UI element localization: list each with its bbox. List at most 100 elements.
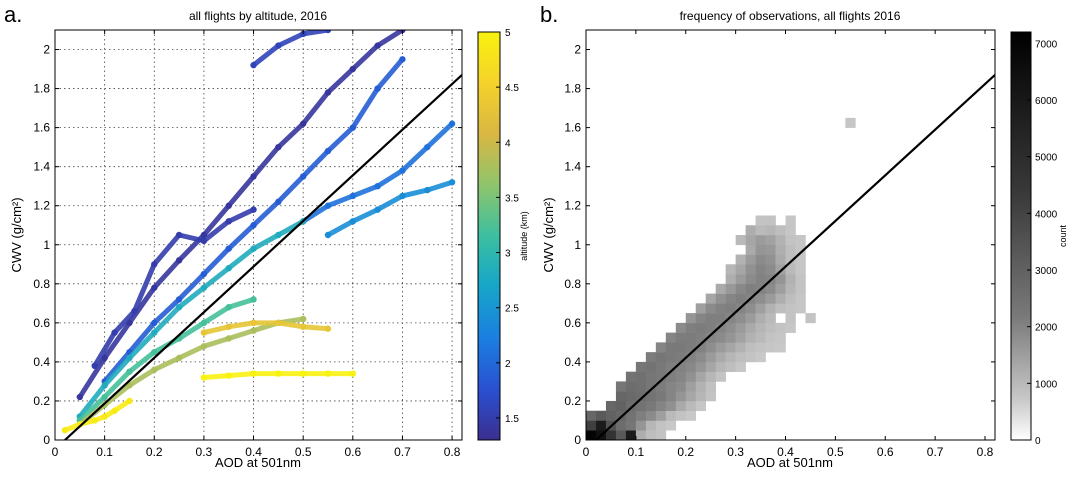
heatmap-cell [686, 401, 696, 411]
heatmap-cell [766, 333, 776, 343]
data-point [424, 144, 430, 150]
data-point [176, 257, 182, 263]
panel-a-plot: 0 0.1 0.2 0.3 0.4 0.5 0.6 0.7 0.800.20.40.60.811… [9, 27, 529, 470]
panel-a-title: all flights by altitude, 2016 [189, 9, 327, 23]
data-point [226, 372, 232, 378]
data-point [325, 370, 331, 376]
heatmap-cell [636, 372, 646, 382]
panel-b-ytick-label: 1 [574, 238, 581, 252]
count-colorbar-tick-label: 1000 [1035, 379, 1058, 390]
data-point [300, 121, 306, 127]
heatmap-cell [795, 264, 805, 274]
altitude-colorbar-tick-label: 3.5 [505, 193, 519, 204]
heatmap-cell [706, 303, 716, 313]
panel-b-xtick-label: 0.3 [727, 445, 744, 459]
data-point [275, 144, 281, 150]
heatmap-cell [676, 391, 686, 401]
data-point [126, 355, 132, 361]
heatmap-cell [746, 284, 756, 294]
data-point [449, 179, 455, 185]
heatmap-cell [756, 225, 766, 235]
heatmap-cell [676, 381, 686, 391]
heatmap-cell [716, 333, 726, 343]
heatmap-cell [786, 225, 796, 235]
heatmap-cell [756, 303, 766, 313]
heatmap-cell [686, 372, 696, 382]
heatmap-cell [786, 235, 796, 245]
data-point [101, 394, 107, 400]
panel-a-xtick-label: 0.7 [394, 445, 411, 459]
panel-b-ytick-label: 2 [574, 43, 581, 57]
heatmap-cell [606, 411, 616, 421]
heatmap-cell [746, 264, 756, 274]
heatmap-cell [746, 274, 756, 284]
heatmap-cell [786, 245, 796, 255]
panel-a-ytick-label: 1.4 [33, 160, 50, 174]
heatmap-cell [706, 372, 716, 382]
heatmap-cell [746, 333, 756, 343]
heatmap-cell [726, 333, 736, 343]
data-point [201, 374, 207, 380]
heatmap-cell [666, 391, 676, 401]
count-colorbar-tick-label: 0 [1035, 436, 1041, 447]
data-point [300, 173, 306, 179]
data-point [325, 203, 331, 209]
data-point [350, 370, 356, 376]
heatmap-cell [686, 411, 696, 421]
heatmap-cell [776, 294, 786, 304]
panel-b-ytick-label: 0.4 [564, 355, 581, 369]
data-point [275, 199, 281, 205]
heatmap-cell [756, 245, 766, 255]
heatmap-cell [646, 430, 656, 440]
altitude-colorbar-tick-label: 2.5 [505, 304, 519, 315]
data-point [325, 232, 331, 238]
data-point [151, 329, 157, 335]
heatmap-cell [686, 313, 696, 323]
heatmap-cell [776, 323, 786, 333]
heatmap-cell [766, 313, 776, 323]
heatmap-cell [726, 264, 736, 274]
count-colorbar [1011, 32, 1031, 440]
heatmap-cell [776, 235, 786, 245]
data-point [201, 343, 207, 349]
heatmap-cell [716, 372, 726, 382]
heatmap-cell [596, 411, 606, 421]
heatmap-cell [766, 303, 776, 313]
heatmap-cell [696, 401, 706, 411]
heatmap-cell [766, 294, 776, 304]
data-point [226, 218, 232, 224]
panel-a-ytick-label: 0.6 [33, 316, 50, 330]
data-point [350, 193, 356, 199]
heatmap-cell [606, 401, 616, 411]
heatmap-cell [845, 118, 855, 128]
heatmap-cell [706, 342, 716, 352]
heatmap-cell [666, 381, 676, 391]
panel-a-xtick-label: 0.8 [444, 445, 461, 459]
heatmap-cell [736, 255, 746, 265]
heatmap-cell [805, 313, 815, 323]
data-point [201, 329, 207, 335]
heatmap-cell [766, 284, 776, 294]
heatmap-cell [756, 333, 766, 343]
panel-b-ytick-label: 1.2 [564, 199, 581, 213]
data-point [92, 363, 98, 369]
panel-a-ytick-label: 1.2 [33, 199, 50, 213]
heatmap-cell [616, 420, 626, 430]
heatmap-cell [776, 255, 786, 265]
heatmap-cell [736, 352, 746, 362]
heatmap-cell [746, 225, 756, 235]
heatmap-cell [666, 333, 676, 343]
data-point [250, 173, 256, 179]
heatmap-cell [776, 303, 786, 313]
data-point [374, 42, 380, 48]
panel-b-plot: 0 0.1 0.2 0.3 0.4 0.5 0.6 0.7 0.800.20.40.60.811… [541, 30, 1068, 470]
heatmap-cell [686, 323, 696, 333]
heatmap-cell [686, 333, 696, 343]
panel-b-xtick-label: 0.7 [927, 445, 944, 459]
heatmap-cell [746, 323, 756, 333]
data-point [300, 324, 306, 330]
heatmap-cell [696, 391, 706, 401]
heatmap-cell [795, 303, 805, 313]
altitude-colorbar-label: altitude (km) [519, 211, 529, 261]
